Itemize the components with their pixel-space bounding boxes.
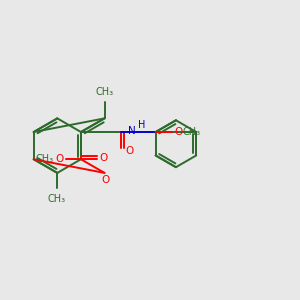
Text: O: O	[55, 154, 64, 164]
Text: O: O	[174, 127, 182, 137]
Text: CH₃: CH₃	[47, 194, 65, 204]
Text: CH₃: CH₃	[35, 154, 54, 164]
Text: O: O	[101, 175, 110, 185]
Text: O: O	[126, 146, 134, 156]
Text: CH₃: CH₃	[183, 127, 201, 137]
Text: H: H	[138, 121, 146, 130]
Text: N: N	[128, 126, 135, 136]
Text: CH₃: CH₃	[95, 87, 114, 97]
Text: O: O	[100, 153, 108, 163]
